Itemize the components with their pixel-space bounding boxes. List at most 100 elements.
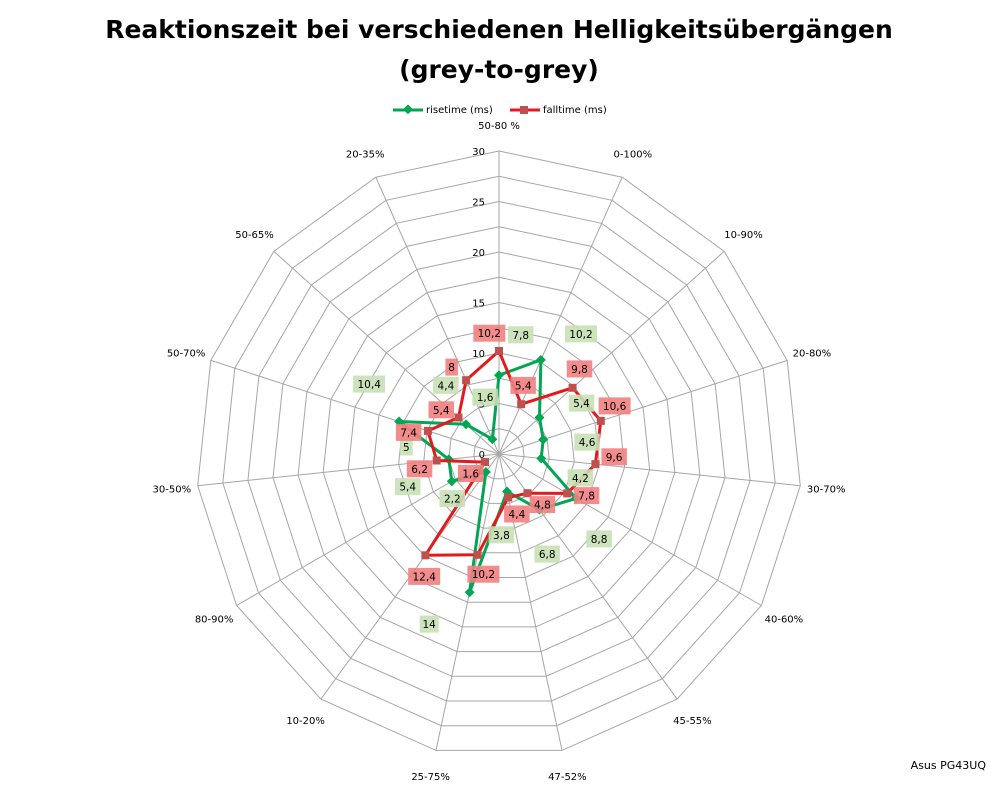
- tick-label: 20: [472, 248, 485, 259]
- series-0-marker: [494, 370, 504, 381]
- category-label: 30-70%: [807, 484, 846, 495]
- category-label: 80-90%: [195, 615, 234, 626]
- grid-spoke: [498, 359, 788, 455]
- series-1-label-box: [395, 423, 422, 441]
- category-label: 50-70%: [167, 348, 206, 359]
- series-1-data-label: 7,4: [400, 427, 417, 439]
- series-0-data-label: 4,2: [572, 473, 589, 485]
- series-0-data-label: 4,6: [579, 437, 596, 449]
- tick-label: 25: [472, 198, 485, 209]
- series-0-data-label: 5,4: [573, 398, 590, 410]
- series-1-label-box: [573, 487, 600, 505]
- series-1-marker: [462, 376, 471, 385]
- series-0-label-box: [507, 326, 534, 344]
- series-0-label-box: [586, 530, 612, 548]
- category-labels: 50-80 % 0-100% 10-90% 20-80% 30-70% 40-60% 45-…: [153, 121, 846, 783]
- series-0-label-box: [472, 388, 498, 406]
- series-1-data-label: 4,4: [509, 509, 526, 521]
- series-0-data-label: 1,6: [477, 392, 494, 404]
- series-1-marker: [596, 416, 605, 425]
- series-0-marker: [487, 434, 498, 445]
- series-0-marker: [535, 354, 546, 365]
- legend: risetime (ms) falltime (ms): [393, 104, 607, 116]
- series-1-data-label: 10,6: [603, 401, 627, 413]
- series-0-marker: [534, 412, 545, 423]
- legend-falltime-label: falltime (ms): [543, 105, 607, 116]
- series-1-data-label: 9,6: [606, 452, 623, 464]
- category-label: 10-20%: [286, 716, 325, 727]
- series-1-data-label: 5,4: [515, 380, 532, 392]
- series-0-label-box: [488, 526, 515, 544]
- series-0-data-label: 7,8: [512, 330, 529, 342]
- legend-falltime: falltime (ms): [510, 105, 607, 116]
- series-0-label-box: [574, 433, 600, 451]
- series-0-data-label: 14: [423, 619, 437, 631]
- series-1-marker: [421, 551, 430, 560]
- series-0-marker: [446, 476, 457, 487]
- credit-text: Asus PG43UQ: [910, 759, 986, 772]
- category-label: 0-100%: [614, 149, 653, 160]
- series-0-marker: [464, 587, 475, 598]
- grid-ring: [247, 200, 751, 702]
- legend-risetime-label: risetime (ms): [426, 105, 493, 116]
- series-0-marker: [538, 434, 549, 445]
- series-0-data-label: 5: [403, 442, 410, 454]
- tick-label: 10: [472, 349, 485, 360]
- series-1-marker: [517, 400, 526, 409]
- category-label: 20-80%: [793, 348, 832, 359]
- data-labels: 7,8 10,2 5,4 4,6 4,2 8,8 6,8 3,8 14 2,2 5,4 5 10,4 4,…: [353, 324, 631, 633]
- series-layer: [394, 347, 605, 598]
- series-1-data-label: 7,8: [578, 491, 595, 503]
- series-1-label-box: [598, 397, 631, 415]
- chart-title-line2: (grey-to-grey): [399, 55, 599, 84]
- grid-spoke: [498, 250, 725, 455]
- series-1-label-box: [458, 465, 484, 482]
- category-label: 20-35%: [346, 149, 385, 160]
- series-0-label-box: [419, 615, 439, 633]
- tick-label: 0: [479, 450, 485, 461]
- series-1-label-box: [566, 360, 593, 378]
- series-1-marker: [454, 413, 463, 422]
- grid-spoke: [210, 359, 500, 455]
- series-1-marker: [563, 489, 572, 498]
- series-1-data-label: 10,2: [478, 328, 501, 340]
- grid-spoke: [498, 453, 801, 487]
- grid-spoke: [498, 453, 762, 606]
- grid-ring: [222, 175, 776, 727]
- series-0-label-box: [433, 376, 459, 394]
- series-1-data-label: 9,8: [571, 364, 588, 376]
- series-1-label-box: [408, 567, 441, 585]
- series-1-label-box: [601, 448, 627, 466]
- grid-ring: [322, 276, 676, 628]
- grid-ring: [197, 150, 801, 751]
- series-0-data-label: 10,2: [569, 329, 592, 341]
- series-1-label-box: [428, 401, 454, 419]
- series-line-0: [397, 358, 578, 594]
- series-1-data-label: 6,2: [411, 464, 428, 476]
- series-0-marker: [461, 419, 471, 430]
- series-1-label-box: [504, 505, 530, 523]
- series-1-label-box: [406, 460, 433, 478]
- series-1-data-label: 4,8: [534, 500, 551, 512]
- series-0-label-box: [400, 438, 413, 456]
- series-1-marker: [495, 347, 503, 355]
- radar-grid: [197, 150, 801, 751]
- series-0-data-label: 2,2: [444, 494, 461, 506]
- category-label: 50-65%: [235, 230, 274, 241]
- category-label: 10-90%: [724, 230, 763, 241]
- series-1-data-label: 5,4: [433, 405, 450, 417]
- series-1-label-box: [473, 324, 506, 342]
- series-0-data-label: 3,8: [493, 530, 510, 542]
- series-1-data-label: 12,4: [413, 571, 437, 583]
- tick-label: 30: [472, 147, 485, 158]
- series-1-label-box: [510, 376, 536, 394]
- series-1-marker: [473, 550, 482, 559]
- legend-risetime: risetime (ms): [393, 104, 493, 116]
- grid-ring: [272, 226, 726, 677]
- series-0-marker: [536, 453, 547, 464]
- series-0-data-label: 10,4: [358, 379, 382, 391]
- category-label: 50-80 %: [478, 121, 520, 132]
- series-1-data-label: 1,6: [462, 469, 479, 481]
- category-label: 30-50%: [153, 484, 192, 495]
- radial-axis-ticks: 051015202530: [472, 147, 485, 461]
